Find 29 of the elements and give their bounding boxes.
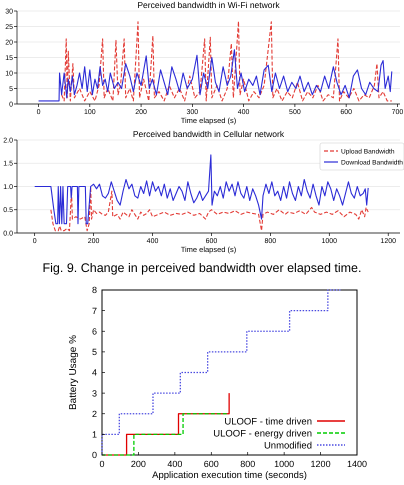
y-tick-label: 7	[92, 306, 97, 316]
x-tick-label: 600	[204, 459, 219, 469]
y-tick-label: 2	[92, 408, 97, 419]
y-tick-label: 1	[92, 430, 97, 440]
legend-label: ULOOF - time driven	[224, 416, 312, 428]
line-series	[34, 154, 369, 224]
y-tick-label: 8	[92, 285, 97, 296]
x-tick-label: 1200	[310, 459, 331, 469]
y-tick-label: 6	[92, 326, 97, 336]
x-tick-label: 1400	[346, 459, 368, 469]
x-tick-label: 400	[167, 459, 182, 469]
x-axis-title: Application execution time (seconds)	[152, 470, 307, 481]
x-tick-label: 800	[240, 459, 256, 469]
chart-title: Perceived bandwidth in Cellular network	[132, 129, 285, 139]
legend-label: ULOOF - energy driven	[213, 428, 312, 440]
line-series	[38, 49, 392, 102]
y-tick-label: 3	[92, 388, 97, 398]
y-tick-label: 5	[92, 347, 97, 358]
line-series	[61, 20, 392, 102]
y-axis-title: Battery Usage %	[68, 334, 79, 410]
chart-title: Perceived bandwidth in Wi-Fi network	[137, 0, 280, 10]
x-tick-label: 1000	[274, 459, 294, 469]
y-tick-label: 4	[92, 368, 97, 378]
x-tick-label: 0	[99, 459, 105, 469]
x-tick-label: 200	[130, 459, 146, 469]
legend-label: Unmodified	[264, 440, 312, 452]
caption: Fig. 9. Change in perceived bandwidth over elapsed time.	[42, 261, 362, 275]
y-tick-label: 0	[92, 450, 97, 460]
line-series	[50, 186, 369, 232]
